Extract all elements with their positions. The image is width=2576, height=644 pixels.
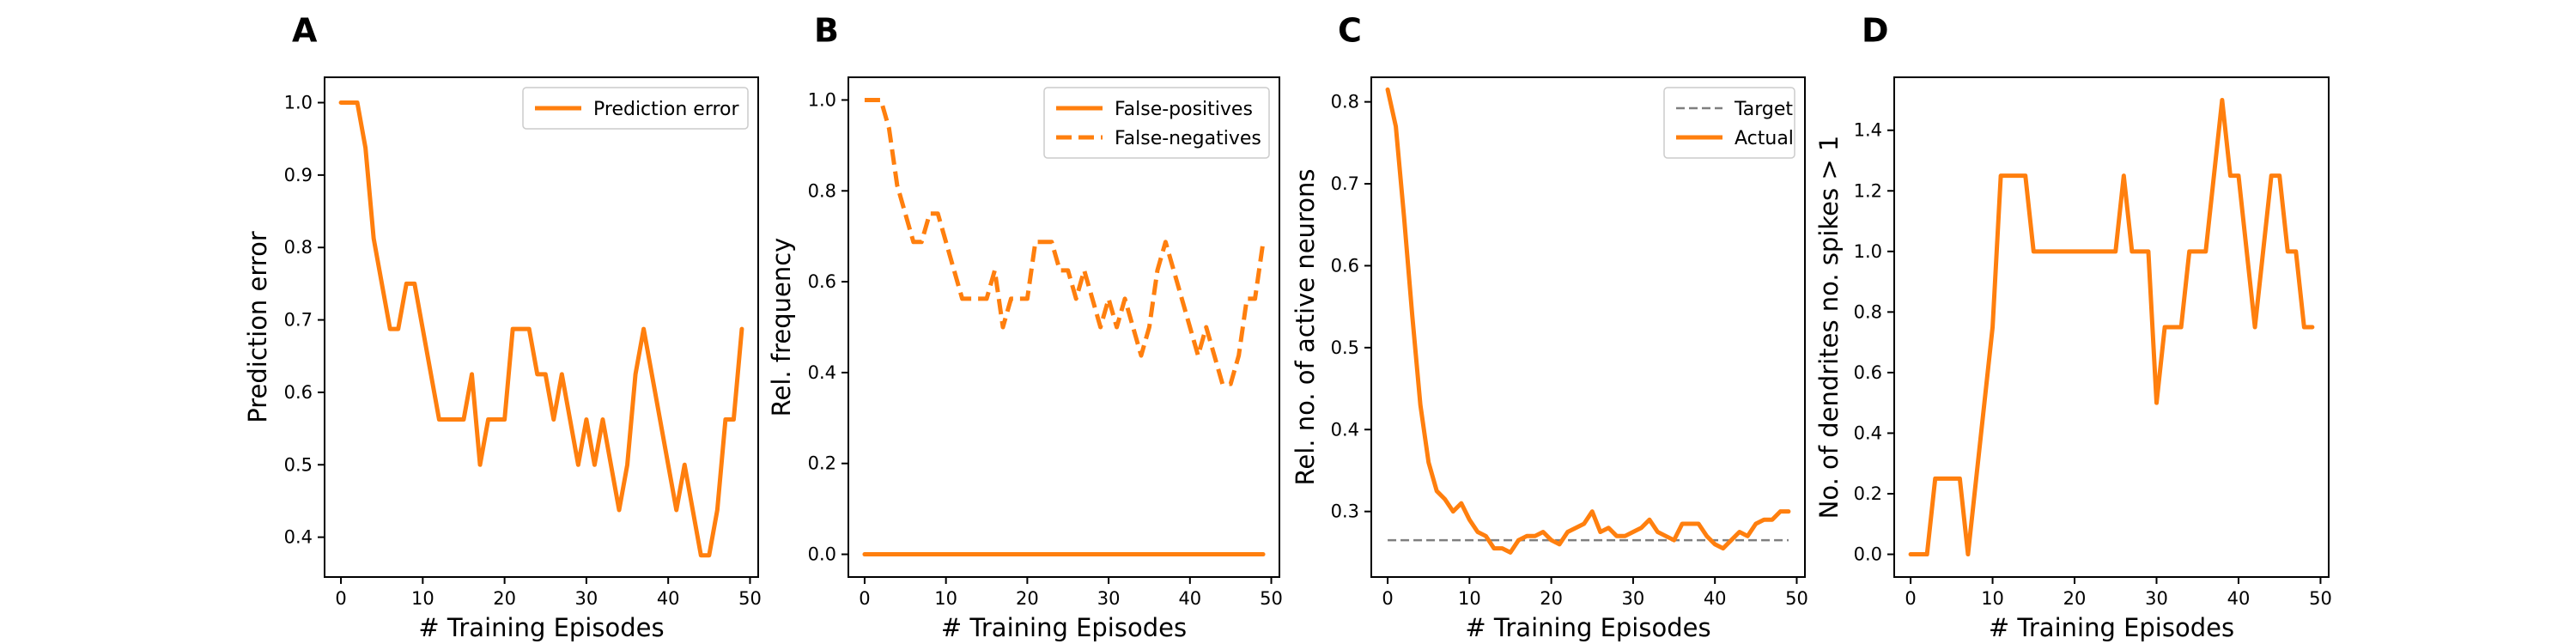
y-tick-label: 0.7	[284, 310, 313, 331]
y-tick-label: 0.6	[1331, 255, 1359, 276]
series-line-0	[338, 100, 744, 558]
legend-entry: False-negatives	[1115, 128, 1261, 149]
panel-letter: D	[1862, 12, 1889, 50]
y-tick-label: 0.0	[808, 544, 836, 565]
y-tick-label: 0.9	[284, 165, 313, 185]
x-tick-label: 30	[575, 588, 598, 609]
x-tick-label: 10	[1981, 588, 2004, 609]
y-tick-label: 0.5	[284, 454, 313, 475]
y-tick-label: 0.2	[808, 453, 836, 474]
panel-letter: A	[292, 12, 318, 50]
y-tick-label: 0.4	[808, 362, 836, 383]
x-tick-label: 40	[657, 588, 680, 609]
legend-box	[1663, 87, 1795, 159]
x-tick-label: 0	[1905, 588, 1916, 609]
x-axis-label: # Training Episodes	[1989, 613, 2234, 642]
x-tick-label: 0	[335, 588, 346, 609]
x-tick-label: 10	[411, 588, 434, 609]
y-tick-label: 0.7	[1331, 173, 1359, 194]
axes-frame	[1370, 76, 1806, 578]
panel-d: D 0 10 20 30 40 50 0.0 0.2 0.4 0.6 0.8 1.0 1.2 1.4 # Tr…	[1814, 12, 2332, 643]
y-axis-label: Prediction error	[243, 231, 272, 423]
x-tick-label: 40	[2227, 588, 2251, 609]
y-tick-label: 1.0	[284, 93, 313, 113]
y-tick-label: 1.4	[1854, 120, 1882, 141]
panel-c: C 0 10 20 30 40 50 0.3 0.4 0.5 0.6 0.7 0.8 # Training…	[1291, 12, 1808, 643]
y-tick-label: 0.3	[1331, 501, 1359, 522]
legend-entry: Target	[1734, 99, 1793, 120]
x-tick-label: 40	[1704, 588, 1727, 609]
x-tick-label: 40	[1178, 588, 1201, 609]
y-tick-label: 0.6	[1854, 362, 1882, 383]
x-tick-label: 10	[934, 588, 957, 609]
x-axis-label: # Training Episodes	[941, 613, 1187, 642]
x-tick-label: 50	[1785, 588, 1808, 609]
y-tick-label: 0.4	[1331, 419, 1359, 440]
series-line-0	[1908, 97, 2315, 557]
y-tick-label: 0.6	[808, 271, 836, 292]
y-tick-label: 0.8	[284, 237, 313, 258]
y-tick-label: 0.5	[1331, 337, 1359, 358]
legend-entry: False-positives	[1115, 99, 1253, 120]
axes-frame	[848, 76, 1280, 578]
legend-entry: Prediction error	[593, 99, 739, 120]
x-tick-label: 30	[1622, 588, 1645, 609]
x-tick-label: 0	[859, 588, 870, 609]
y-tick-label: 0.6	[284, 382, 313, 403]
panel-b: B 0 10 20 30 40 50 0.0 0.2 0.4 0.6 0.8 1.0 # Training…	[767, 12, 1283, 643]
x-axis-label: # Training Episodes	[1465, 613, 1710, 642]
y-tick-label: 0.4	[1854, 422, 1882, 443]
x-tick-label: 20	[1540, 588, 1563, 609]
x-tick-label: 50	[738, 588, 762, 609]
y-tick-label: 0.8	[1854, 301, 1882, 322]
x-tick-label: 20	[2063, 588, 2087, 609]
x-tick-label: 20	[1016, 588, 1039, 609]
axes-frame	[324, 76, 759, 578]
y-axis-label: Rel. frequency	[767, 238, 796, 417]
y-tick-label: 0.8	[1331, 92, 1359, 112]
legend-box	[1043, 87, 1270, 159]
y-tick-label: 1.0	[808, 89, 836, 110]
x-tick-label: 30	[1097, 588, 1121, 609]
legend-box	[522, 87, 749, 130]
x-tick-label: 10	[1458, 588, 1481, 609]
x-tick-label: 50	[1260, 588, 1283, 609]
panel-a: A 0 10 20 30 40 50 0.4 0.5 0.6 0.7 0.8 0.9 1.0 # Train…	[243, 12, 762, 643]
panel-letter: C	[1338, 12, 1362, 50]
axes-frame	[1893, 76, 2330, 578]
y-tick-label: 0.0	[1854, 544, 1882, 565]
y-tick-label: 0.4	[284, 527, 313, 548]
x-tick-label: 30	[2145, 588, 2168, 609]
x-tick-label: 0	[1382, 588, 1393, 609]
panel-letter: B	[814, 12, 839, 50]
y-tick-label: 1.0	[1854, 241, 1882, 262]
x-axis-label: # Training Episodes	[418, 613, 664, 642]
series-line-1	[1385, 87, 1791, 555]
x-tick-label: 20	[493, 588, 516, 609]
y-tick-label: 0.8	[808, 180, 836, 201]
y-tick-label: 1.2	[1854, 180, 1882, 201]
y-axis-label: No. of dendrites no. spikes > 1	[1814, 136, 1844, 519]
y-axis-label: Rel. no. of active neurons	[1291, 169, 1320, 486]
legend-entry: Actual	[1735, 128, 1794, 149]
series-line-1	[864, 97, 1266, 386]
x-tick-label: 50	[2309, 588, 2332, 609]
y-tick-label: 0.2	[1854, 483, 1882, 504]
